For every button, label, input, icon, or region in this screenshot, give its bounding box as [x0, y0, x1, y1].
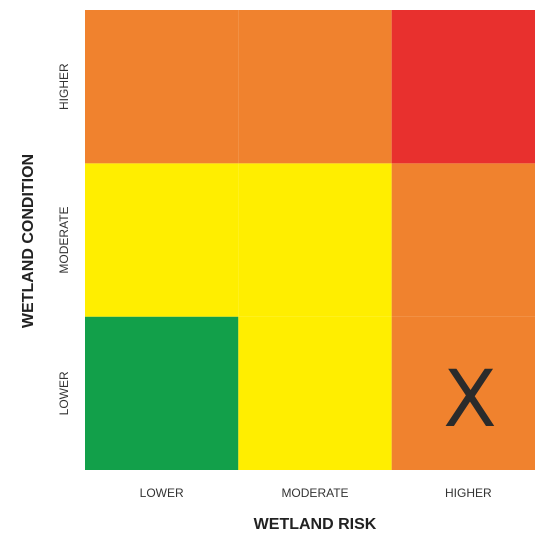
y-tick-lower: LOWER: [57, 371, 71, 415]
x-axis-title: WETLAND RISK: [254, 516, 377, 533]
y-tick-moderate: MODERATE: [57, 206, 71, 273]
x-axis-ticks: LOWER MODERATE HIGHER: [140, 486, 492, 500]
y-axis-ticks: LOWER MODERATE HIGHER: [57, 63, 71, 415]
x-tick-moderate: MODERATE: [281, 486, 348, 500]
cell-risk-higher-condition-higher: [391, 10, 535, 164]
cell-risk-moderate-condition-moderate: [238, 163, 392, 317]
cell-risk-lower-condition-higher: [85, 10, 239, 164]
x-tick-lower: LOWER: [140, 486, 184, 500]
cell-risk-higher-condition-moderate: [391, 163, 535, 317]
x-tick-higher: HIGHER: [445, 486, 492, 500]
cell-risk-lower-condition-moderate: [85, 163, 239, 317]
cell-risk-lower-condition-lower: [85, 316, 239, 470]
y-axis-title: WETLAND CONDITION: [20, 154, 37, 328]
cell-risk-moderate-condition-lower: [238, 316, 392, 470]
y-tick-higher: HIGHER: [57, 63, 71, 110]
cell-risk-moderate-condition-higher: [238, 10, 392, 164]
marker-x: X: [443, 355, 496, 445]
matrix-cells: [85, 10, 535, 470]
cell-risk-higher-condition-lower: [391, 316, 535, 470]
